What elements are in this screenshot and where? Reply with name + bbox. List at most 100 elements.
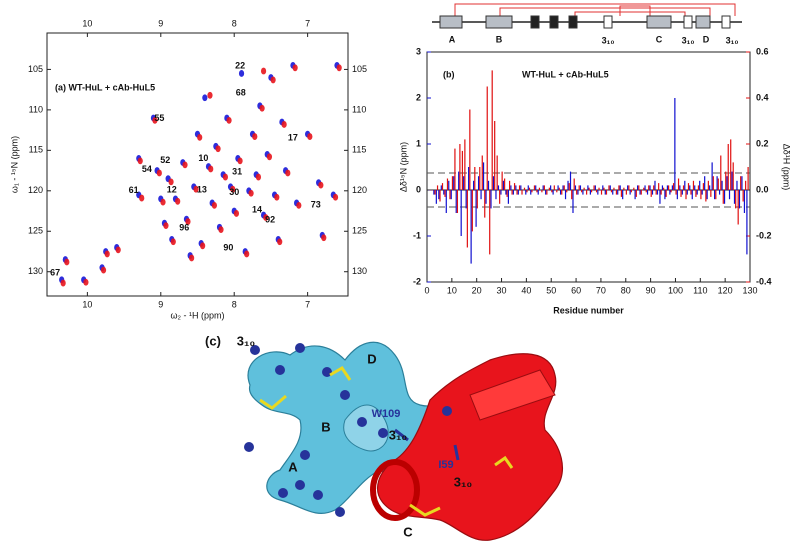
bar <box>562 185 564 190</box>
bar <box>728 190 731 200</box>
bar <box>704 176 706 190</box>
peak <box>336 64 342 72</box>
bar <box>672 183 675 190</box>
bar <box>588 187 590 190</box>
y2-axis-label: Δδ¹H (ppm) <box>782 144 792 191</box>
bar <box>448 180 450 190</box>
peak <box>285 169 291 177</box>
helix-c <box>370 459 420 521</box>
bar <box>460 190 462 236</box>
bar <box>589 190 591 195</box>
peak-label: 55 <box>154 113 164 123</box>
bar <box>650 190 652 197</box>
y-tick-label: 110 <box>29 104 43 114</box>
bar <box>668 185 670 190</box>
bar <box>587 185 589 190</box>
bar <box>499 190 501 204</box>
bar <box>542 185 544 190</box>
bar <box>643 187 645 190</box>
peak-label: 31 <box>232 167 242 177</box>
x-tick-label: 8 <box>232 299 237 309</box>
bar <box>468 167 470 190</box>
bar <box>690 190 692 195</box>
bar <box>646 190 649 195</box>
peak <box>226 116 232 124</box>
bar <box>664 190 666 200</box>
x-tick-label: 130 <box>742 285 757 295</box>
structure-label: W109 <box>372 408 401 420</box>
bar <box>715 190 717 200</box>
bar <box>720 155 722 190</box>
structure-label: C <box>403 524 413 539</box>
bar <box>685 190 687 200</box>
bar <box>691 190 693 200</box>
bar <box>572 190 574 213</box>
bar <box>628 185 630 190</box>
x-tick-label: 40 <box>521 285 531 295</box>
peak <box>168 178 174 186</box>
bar <box>706 190 708 200</box>
panel-label: (b) <box>443 69 455 79</box>
bar <box>548 187 550 190</box>
bar <box>598 187 600 190</box>
helix-b <box>343 404 389 452</box>
bar <box>613 187 615 190</box>
x-tick-label: 7 <box>305 299 310 309</box>
peak-label: 54 <box>142 164 152 174</box>
bar <box>500 190 502 195</box>
bar <box>456 190 459 213</box>
bar <box>476 190 478 209</box>
bar <box>743 190 746 213</box>
peak <box>237 157 243 165</box>
bar <box>595 190 598 193</box>
y2-tick-label: -0.2 <box>756 230 772 240</box>
bar <box>475 190 477 227</box>
bar <box>689 185 691 190</box>
peak <box>189 254 195 262</box>
bar <box>590 190 593 193</box>
bar <box>485 190 487 204</box>
bar <box>496 155 498 190</box>
bar <box>528 187 531 190</box>
bar <box>636 185 639 190</box>
bar <box>600 190 603 195</box>
x-tick-label: 30 <box>497 285 507 295</box>
x-tick-label: 8 <box>232 18 237 28</box>
bar <box>679 185 681 190</box>
peak <box>248 189 254 197</box>
y-tick-label: 3 <box>416 46 421 56</box>
bar <box>495 190 497 200</box>
bar <box>450 190 452 200</box>
bar <box>451 176 454 190</box>
peak-label: 67 <box>50 268 60 278</box>
y-tick-label: 110 <box>352 104 366 114</box>
y-tick-label: 0 <box>416 184 421 194</box>
x-tick-label: 50 <box>546 285 556 295</box>
peak <box>244 250 250 258</box>
y-tick-label: 130 <box>352 266 367 276</box>
y-tick-label: -2 <box>413 276 421 286</box>
y2-tick-label: 0.0 <box>756 184 769 194</box>
bar <box>638 185 640 190</box>
bar <box>629 190 631 195</box>
x-tick-label: 100 <box>668 285 683 295</box>
x-tick-label: 80 <box>621 285 631 295</box>
bar <box>556 190 558 193</box>
bar <box>593 185 595 190</box>
x-tick-label: 60 <box>571 285 581 295</box>
peak-label: 52 <box>160 155 170 165</box>
bar <box>649 185 651 190</box>
bar <box>434 190 436 195</box>
bar <box>520 185 522 190</box>
bar <box>656 190 659 195</box>
bar <box>623 187 625 190</box>
panel-label: (c) <box>205 333 221 348</box>
y-tick-label: -1 <box>413 230 421 240</box>
bar <box>489 190 491 255</box>
peak-label: 13 <box>197 184 207 194</box>
bar <box>497 185 500 190</box>
bar <box>526 190 528 193</box>
bar <box>558 187 560 190</box>
y2-tick-label: 0.6 <box>756 46 769 56</box>
bar <box>633 187 635 190</box>
